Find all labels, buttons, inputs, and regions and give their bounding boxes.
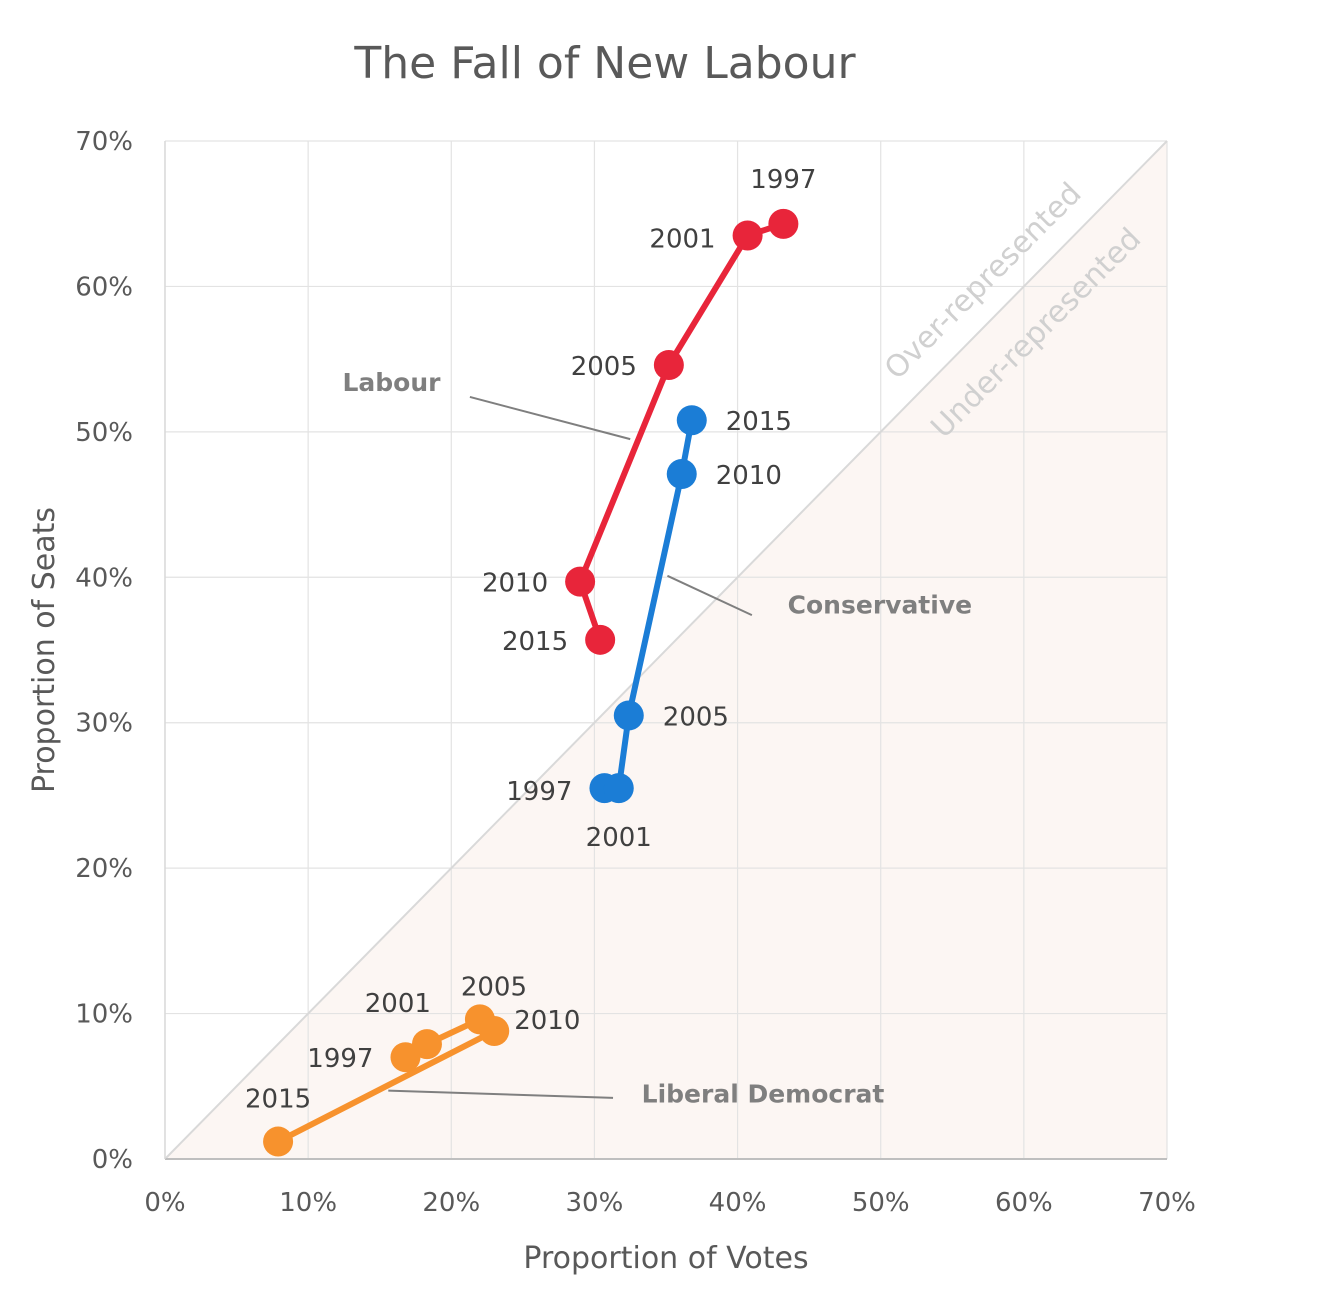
data-label-liberal-democrat-2005: 2005: [461, 972, 527, 1002]
data-point-labour-2001: [732, 220, 763, 251]
data-point-labour-2015: [585, 624, 616, 655]
x-tick-label: 20%: [422, 1188, 480, 1218]
data-point-conservative-2010: [666, 459, 697, 490]
x-tick-label: 30%: [566, 1188, 624, 1218]
parity-line: [164, 140, 1168, 1160]
x-tick-label: 50%: [852, 1188, 910, 1218]
x-tick-label: 70%: [1138, 1188, 1196, 1218]
data-label-liberal-democrat-1997: 1997: [307, 1044, 373, 1074]
series-name-labour: Labour: [342, 368, 441, 397]
y-tick-label: 70%: [75, 127, 133, 157]
y-tick-label: 0%: [92, 1145, 133, 1175]
y-tick-label: 20%: [75, 854, 133, 884]
data-point-liberal-democrat-2015: [263, 1126, 294, 1157]
x-tick-label: 40%: [709, 1188, 767, 1218]
y-tick-label: 60%: [75, 272, 133, 302]
data-label-liberal-democrat-2001: 2001: [365, 989, 431, 1019]
data-point-labour-2005: [653, 349, 684, 380]
data-point-labour-1997: [768, 208, 799, 239]
data-point-conservative-2015: [676, 405, 707, 436]
y-tick-label: 40%: [75, 563, 133, 593]
data-point-liberal-democrat-1997: [390, 1042, 421, 1073]
data-label-labour-2010: 2010: [482, 569, 548, 599]
plot-area: 0% 10% 20% 30% 40% 50% 60% 70% 0% 10% 20% 30% 40% 50%…: [75, 127, 1196, 1218]
data-label-labour-2001: 2001: [649, 225, 715, 255]
data-label-conservative-1997: 1997: [506, 777, 572, 807]
data-label-labour-2005: 2005: [571, 352, 637, 382]
y-tick-label: 10%: [75, 1000, 133, 1030]
y-tick-label: 50%: [75, 418, 133, 448]
y-tick-label: 30%: [75, 709, 133, 739]
series-name-conservative: Conservative: [788, 591, 972, 620]
data-point-liberal-democrat-2010: [479, 1016, 510, 1047]
x-tick-label: 10%: [279, 1188, 337, 1218]
x-tick-label: 0%: [144, 1188, 185, 1218]
chart-title: The Fall of New Labour: [353, 38, 856, 89]
data-point-conservative-2005: [613, 700, 644, 731]
data-label-liberal-democrat-2015: 2015: [245, 1085, 311, 1115]
data-label-conservative-2005: 2005: [663, 702, 729, 732]
data-label-labour-1997: 1997: [750, 165, 816, 195]
x-tick-label: 60%: [995, 1188, 1053, 1218]
data-point-conservative-2001: [603, 773, 634, 804]
data-label-labour-2015: 2015: [502, 627, 568, 657]
series-leader-liberal-democrat: [388, 1089, 614, 1099]
data-label-conservative-2015: 2015: [726, 407, 792, 437]
data-label-liberal-democrat-2010: 2010: [514, 1006, 580, 1036]
data-point-labour-2010: [565, 566, 596, 597]
data-label-conservative-2010: 2010: [716, 461, 782, 491]
x-axis-label: Proportion of Votes: [523, 1241, 808, 1276]
series-name-liberal-democrat: Liberal Democrat: [642, 1079, 885, 1108]
series-leader-conservative: [667, 574, 753, 617]
y-axis-label: Proportion of Seats: [27, 507, 62, 793]
data-point-liberal-democrat-2001: [411, 1029, 442, 1060]
series-leader-labour: [469, 395, 631, 441]
data-label-conservative-2001: 2001: [586, 823, 652, 853]
